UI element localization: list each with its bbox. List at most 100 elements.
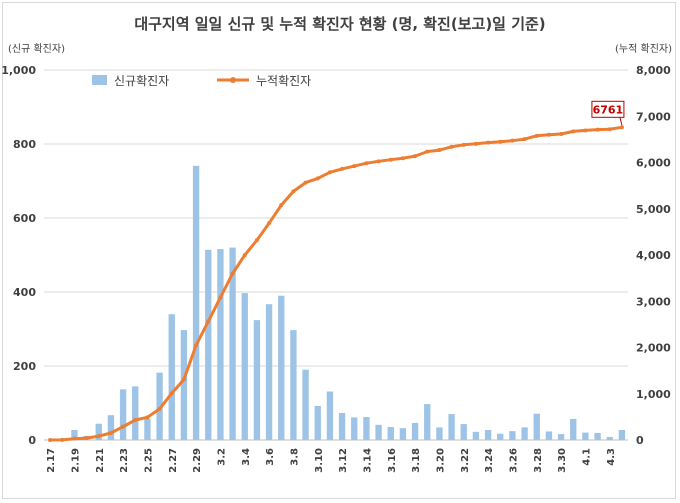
line-point (340, 166, 345, 171)
y-tick-right: 7,000 (636, 110, 671, 123)
bar (557, 434, 565, 440)
bar (241, 293, 248, 440)
x-tick-label: 3.4 (241, 448, 252, 466)
line-point (498, 139, 503, 144)
line-point (327, 170, 332, 175)
x-tick-label: 3.26 (508, 448, 519, 473)
bar (509, 431, 516, 440)
legend-label-bar: 신규확진자 (114, 74, 169, 88)
line-point (619, 125, 624, 130)
bar (302, 369, 309, 440)
line-point (303, 180, 308, 185)
legend-swatch-bar (92, 75, 107, 85)
line-point (522, 137, 527, 142)
line-point (413, 154, 418, 159)
bar (229, 247, 236, 440)
y-tick-left: 400 (13, 286, 36, 299)
legend-swatch-marker (230, 77, 236, 83)
x-tick-label: 3.14 (362, 448, 373, 473)
bar (71, 430, 78, 440)
y-axis-right-label: (누적 확진자) (615, 43, 672, 55)
bar (606, 437, 613, 440)
x-tick-label: 2.27 (168, 448, 179, 473)
line-point (206, 319, 211, 324)
line-point (230, 271, 235, 276)
callout-box (591, 100, 625, 118)
x-tick-label: 2.17 (46, 448, 57, 473)
y-tick-left: 0 (28, 434, 36, 447)
bar (545, 431, 553, 440)
line-point (84, 436, 89, 441)
callout-label: 6761 (593, 103, 624, 116)
line-point (194, 343, 199, 348)
bar (570, 418, 577, 440)
bar (375, 424, 382, 440)
line-point (181, 377, 186, 382)
line-point (486, 140, 491, 145)
x-tick-label: 3.30 (557, 448, 568, 473)
bar (363, 417, 370, 440)
bar (217, 249, 224, 440)
legend-label-line: 누적확진자 (256, 74, 311, 88)
bar (192, 165, 200, 440)
line-point (571, 129, 576, 134)
x-tick-label: 2.21 (95, 448, 106, 473)
bar (278, 295, 285, 440)
x-tick-label: 2.19 (70, 448, 81, 473)
x-tick-label: 3.10 (314, 448, 325, 473)
line-point (583, 128, 588, 133)
line-point (108, 431, 113, 436)
callout-leader (619, 117, 623, 126)
bar (424, 404, 431, 440)
y-tick-right: 6,000 (636, 157, 671, 170)
x-tick-label: 4.3 (606, 448, 617, 466)
x-tick-label: 2.29 (192, 448, 203, 473)
y-tick-left: 600 (13, 212, 36, 225)
y-tick-right: 8,000 (636, 64, 671, 77)
x-tick-label: 4.1 (581, 448, 592, 466)
line-point (121, 424, 126, 429)
line-point (267, 221, 272, 226)
bar (338, 412, 346, 440)
bar (399, 428, 407, 440)
line-point (218, 295, 223, 300)
bar (326, 391, 334, 440)
chart-title: 대구지역 일일 신규 및 누적 확진자 현황 (명, 확진(보고)일 기준) (134, 15, 545, 33)
x-tick-label: 3.16 (387, 448, 398, 473)
chart-frame (2, 2, 676, 499)
x-tick-label: 3.12 (338, 448, 349, 473)
line-point (400, 156, 405, 161)
x-tick-label: 3.2 (216, 448, 227, 466)
y-tick-right: 2,000 (636, 342, 671, 355)
bar (411, 422, 419, 440)
bar (205, 249, 212, 440)
bar (594, 432, 601, 440)
line-point (437, 148, 442, 153)
line-point (96, 434, 101, 439)
line-point (425, 149, 430, 154)
bar (448, 414, 455, 440)
bar (314, 405, 321, 440)
bar (351, 417, 358, 440)
y-tick-right: 5,000 (636, 203, 671, 216)
line-point (60, 437, 65, 442)
bar (180, 330, 188, 440)
bar (472, 431, 480, 440)
line-point (72, 436, 77, 441)
y-tick-right: 4,000 (636, 249, 671, 262)
bar (436, 427, 443, 440)
bar (460, 424, 467, 440)
bar (107, 415, 115, 440)
bar (156, 372, 163, 440)
x-tick-label: 3.20 (435, 448, 446, 473)
bar (132, 386, 139, 440)
bar (144, 418, 151, 440)
bar (533, 413, 540, 440)
line-point (534, 133, 539, 138)
line-point (364, 161, 369, 166)
x-tick-label: 3.24 (484, 448, 495, 473)
y-tick-left: 200 (13, 360, 36, 373)
y-tick-left: 1,000 (1, 64, 36, 77)
y-tick-right: 1,000 (636, 388, 671, 401)
